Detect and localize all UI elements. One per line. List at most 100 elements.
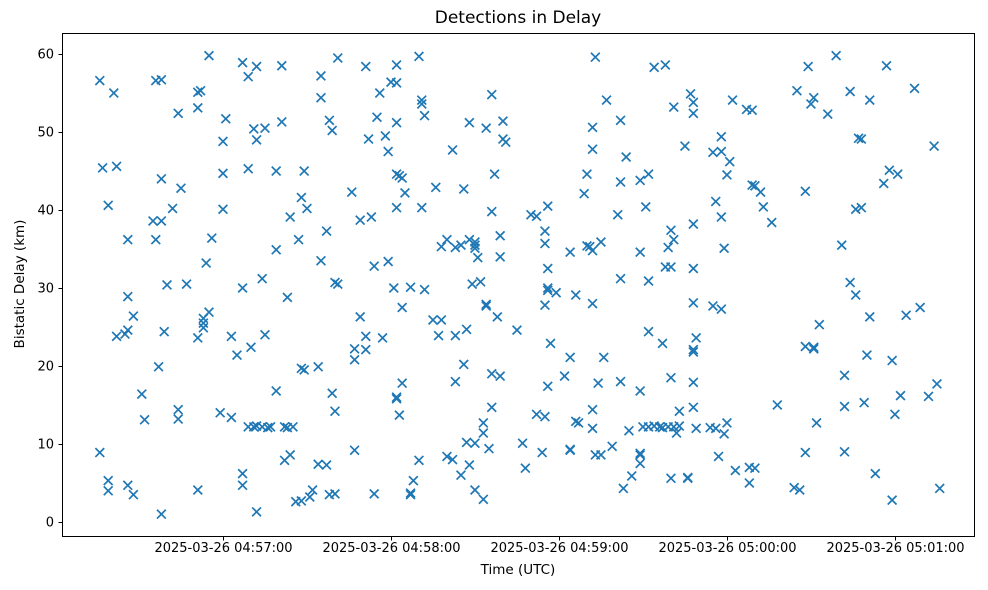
scatter-marker	[719, 428, 730, 439]
scatter-marker	[383, 256, 394, 267]
scatter-marker	[371, 112, 382, 123]
scatter-marker	[724, 156, 735, 167]
scatter-marker	[427, 314, 438, 325]
scatter-marker	[237, 480, 248, 491]
scatter-marker	[635, 448, 646, 459]
scatter-marker	[290, 496, 301, 507]
scatter-marker	[374, 88, 385, 99]
scatter-marker	[721, 169, 732, 180]
scatter-markers	[94, 50, 945, 520]
scatter-marker	[251, 506, 262, 517]
scatter-marker	[369, 261, 380, 272]
scatter-marker	[495, 251, 506, 262]
scatter-marker	[685, 88, 696, 99]
scatter-marker	[486, 368, 497, 379]
scatter-marker	[215, 407, 226, 418]
scatter-marker	[909, 83, 920, 94]
scatter-marker	[416, 95, 427, 106]
scatter-marker	[217, 168, 228, 179]
scatter-marker	[671, 428, 682, 439]
scatter-marker	[192, 102, 203, 113]
scatter-marker	[808, 342, 819, 353]
scatter-marker	[887, 355, 898, 366]
scatter-marker	[103, 475, 114, 486]
scatter-marker	[892, 169, 903, 180]
scatter-marker	[495, 230, 506, 241]
scatter-marker	[822, 109, 833, 120]
scatter-marker	[595, 449, 606, 460]
scatter-marker	[455, 240, 466, 251]
scatter-marker	[257, 273, 268, 284]
scatter-marker	[159, 326, 170, 337]
scatter-marker	[539, 226, 550, 237]
scatter-marker	[887, 495, 898, 506]
scatter-marker	[243, 71, 254, 82]
scatter-marker	[570, 290, 581, 301]
x-axis-label: Time (UTC)	[480, 562, 556, 578]
y-tick-label: 20	[37, 359, 54, 374]
scatter-marker	[814, 319, 825, 330]
scatter-marker	[850, 204, 861, 215]
scatter-marker	[486, 206, 497, 217]
scatter-marker	[243, 163, 254, 174]
scatter-marker	[259, 329, 270, 340]
scatter-marker	[391, 77, 402, 88]
scatter-marker	[287, 421, 298, 432]
scatter-marker	[719, 243, 730, 254]
scatter-marker	[707, 300, 718, 311]
scatter-marker	[668, 234, 679, 245]
scatter-marker	[156, 173, 167, 184]
scatter-marker	[377, 332, 388, 343]
scatter-marker	[271, 244, 282, 255]
scatter-marker	[237, 468, 248, 479]
scatter-marker	[441, 234, 452, 245]
scatter-marker	[674, 421, 685, 432]
scatter-marker	[464, 460, 475, 471]
scatter-marker	[383, 146, 394, 157]
scatter-marker	[808, 92, 819, 103]
scatter-marker	[691, 332, 702, 343]
scatter-marker	[217, 136, 228, 147]
scatter-marker	[355, 215, 366, 226]
scatter-marker	[237, 283, 248, 294]
scatter-marker	[565, 445, 576, 456]
scatter-marker	[688, 263, 699, 274]
scatter-marker	[836, 240, 847, 251]
scatter-marker	[195, 85, 206, 96]
scatter-marker	[226, 331, 237, 342]
scatter-marker	[581, 169, 592, 180]
scatter-marker	[173, 108, 184, 119]
scatter-marker	[688, 97, 699, 108]
scatter-marker	[901, 310, 912, 321]
scatter-marker	[388, 283, 399, 294]
scatter-marker	[758, 201, 769, 212]
scatter-marker	[716, 146, 727, 157]
scatter-marker	[416, 202, 427, 213]
scatter-marker	[198, 313, 209, 324]
scatter-marker	[542, 381, 553, 392]
scatter-marker	[419, 110, 430, 121]
scatter-marker	[688, 377, 699, 388]
scatter-marker	[481, 123, 492, 134]
scatter-marker	[674, 406, 685, 417]
scatter-marker	[122, 291, 133, 302]
scatter-marker	[808, 343, 819, 354]
scatter-marker	[329, 488, 340, 499]
scatter-marker	[248, 421, 259, 432]
scatter-marker	[315, 70, 326, 81]
scatter-marker	[173, 414, 184, 425]
scatter-marker	[97, 162, 108, 173]
scatter-marker	[688, 402, 699, 413]
scatter-marker	[147, 215, 158, 226]
scatter-marker	[293, 234, 304, 245]
scatter-marker	[895, 390, 906, 401]
scatter-marker	[537, 447, 548, 458]
scatter-marker	[391, 117, 402, 128]
scatter-marker	[329, 277, 340, 288]
scatter-marker	[486, 402, 497, 413]
scatter-marker	[262, 422, 273, 433]
scatter-marker	[156, 215, 167, 226]
scatter-marker	[615, 115, 626, 126]
scatter-marker	[542, 201, 553, 212]
scatter-marker	[349, 343, 360, 354]
